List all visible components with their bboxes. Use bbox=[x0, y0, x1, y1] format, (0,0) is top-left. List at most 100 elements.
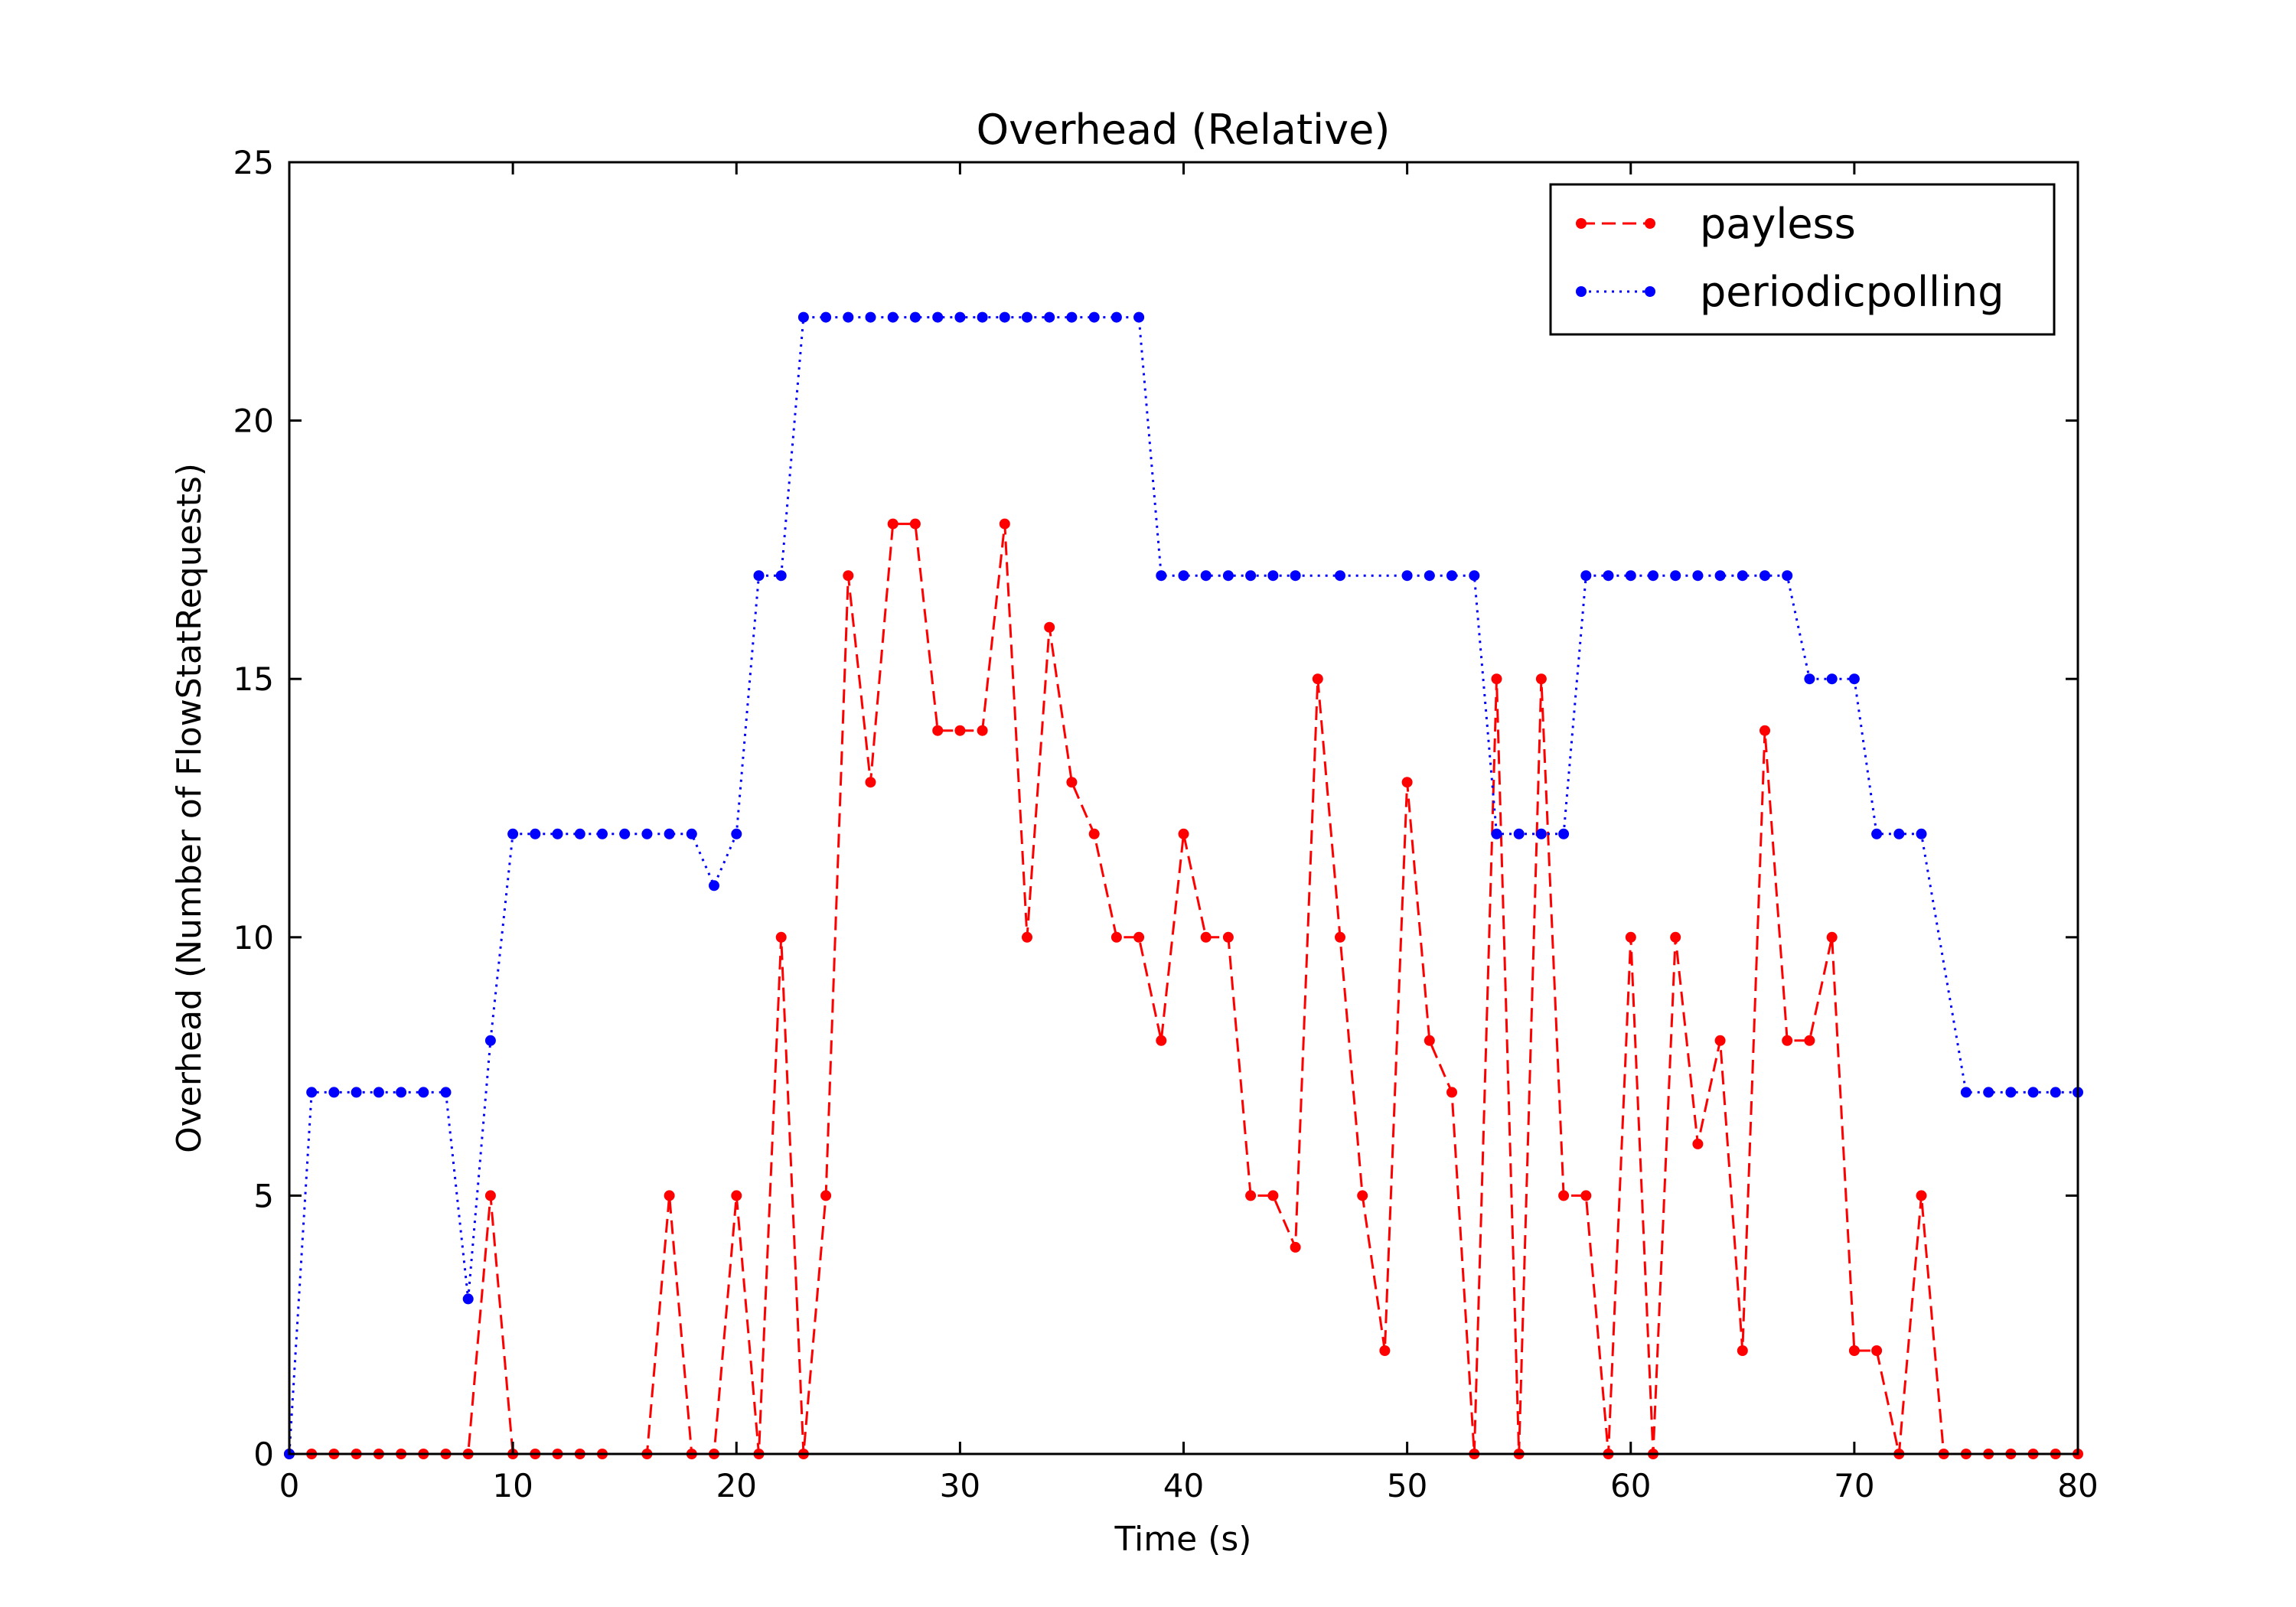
data-point-periodicpolling bbox=[1893, 828, 1905, 839]
y-tick-label: 5 bbox=[253, 1177, 274, 1214]
data-point-payless bbox=[909, 518, 921, 530]
legend-marker-payless bbox=[1645, 218, 1655, 229]
legend-label-payless: payless bbox=[1700, 200, 1856, 248]
data-point-payless bbox=[1670, 931, 1681, 943]
legend-marker-periodicpolling bbox=[1645, 286, 1655, 297]
data-point-payless bbox=[1491, 673, 1502, 685]
data-point-periodicpolling bbox=[2050, 1087, 2061, 1098]
data-point-periodicpolling bbox=[1983, 1087, 1994, 1098]
data-point-periodicpolling bbox=[1267, 570, 1279, 582]
x-tick-label: 40 bbox=[1163, 1467, 1204, 1504]
data-point-payless bbox=[1022, 931, 1032, 943]
data-point-periodicpolling bbox=[597, 828, 608, 839]
data-point-payless bbox=[1871, 1345, 1883, 1356]
data-point-payless bbox=[1692, 1138, 1704, 1149]
data-point-periodicpolling bbox=[865, 311, 876, 323]
data-point-payless bbox=[1782, 1035, 1793, 1046]
data-point-payless bbox=[1200, 931, 1212, 943]
data-point-payless bbox=[1178, 828, 1189, 839]
data-point-periodicpolling bbox=[1603, 570, 1614, 582]
data-point-periodicpolling bbox=[1826, 673, 1838, 685]
data-point-periodicpolling bbox=[887, 311, 899, 323]
data-point-payless bbox=[1133, 931, 1145, 943]
data-point-periodicpolling bbox=[418, 1087, 429, 1098]
data-point-periodicpolling bbox=[328, 1087, 340, 1098]
data-point-periodicpolling bbox=[1133, 311, 1145, 323]
data-point-payless bbox=[1737, 1345, 1748, 1356]
data-point-periodicpolling bbox=[440, 1087, 452, 1098]
y-axis: 0 5 10 15 20 25 bbox=[233, 144, 2078, 1473]
data-point-periodicpolling bbox=[1625, 570, 1636, 582]
x-tick-label: 0 bbox=[279, 1467, 300, 1504]
data-point-periodicpolling bbox=[709, 880, 719, 892]
data-point-payless bbox=[664, 1190, 675, 1201]
x-tick-label: 10 bbox=[492, 1467, 533, 1504]
legend-label-periodicpolling: periodicpolling bbox=[1700, 268, 2004, 316]
x-tick-label: 30 bbox=[940, 1467, 980, 1504]
data-point-periodicpolling bbox=[1714, 570, 1726, 582]
data-point-periodicpolling bbox=[1335, 570, 1345, 582]
x-axis-label: Time (s) bbox=[1114, 1520, 1252, 1559]
data-point-periodicpolling bbox=[932, 311, 944, 323]
data-point-payless bbox=[1222, 931, 1234, 943]
data-point-periodicpolling bbox=[1178, 570, 1189, 582]
data-point-periodicpolling bbox=[373, 1087, 384, 1098]
data-point-periodicpolling bbox=[619, 828, 631, 839]
data-point-periodicpolling bbox=[306, 1087, 318, 1098]
data-point-periodicpolling bbox=[1446, 570, 1457, 582]
data-point-periodicpolling bbox=[462, 1293, 474, 1305]
data-point-periodicpolling bbox=[1580, 570, 1592, 582]
data-point-periodicpolling bbox=[999, 311, 1010, 323]
data-point-periodicpolling bbox=[1558, 828, 1570, 839]
data-point-periodicpolling bbox=[753, 570, 765, 582]
plot-area bbox=[289, 162, 2078, 1454]
data-point-payless bbox=[1848, 1345, 1860, 1356]
data-point-payless bbox=[1580, 1190, 1592, 1201]
data-point-payless bbox=[1379, 1345, 1391, 1356]
data-point-payless bbox=[1804, 1035, 1815, 1046]
data-point-payless bbox=[932, 725, 944, 736]
data-point-periodicpolling bbox=[1088, 311, 1100, 323]
data-point-periodicpolling bbox=[664, 828, 675, 839]
data-point-payless bbox=[1558, 1190, 1570, 1201]
data-point-payless bbox=[1290, 1241, 1301, 1253]
data-point-payless bbox=[484, 1190, 496, 1201]
data-point-periodicpolling bbox=[775, 570, 787, 582]
data-point-payless bbox=[1110, 931, 1122, 943]
x-tick-label: 70 bbox=[1834, 1467, 1874, 1504]
data-point-periodicpolling bbox=[1290, 570, 1301, 582]
data-point-payless bbox=[1760, 725, 1770, 736]
data-point-payless bbox=[775, 931, 787, 943]
data-point-periodicpolling bbox=[1760, 570, 1770, 582]
legend: payless periodicpolling bbox=[1549, 183, 2056, 336]
data-point-periodicpolling bbox=[641, 828, 653, 839]
data-point-payless bbox=[977, 725, 988, 736]
data-point-payless bbox=[1714, 1035, 1726, 1046]
data-point-payless bbox=[999, 518, 1010, 530]
data-point-payless bbox=[1267, 1190, 1279, 1201]
data-point-payless bbox=[1335, 931, 1345, 943]
data-point-payless bbox=[1625, 931, 1636, 943]
data-point-periodicpolling bbox=[1424, 570, 1435, 582]
series-periodicpolling bbox=[284, 311, 2083, 1459]
data-point-periodicpolling bbox=[1245, 570, 1257, 582]
data-point-payless bbox=[954, 725, 966, 736]
data-point-payless bbox=[843, 570, 854, 582]
legend-box bbox=[1549, 183, 2056, 336]
data-point-periodicpolling bbox=[820, 311, 832, 323]
data-point-periodicpolling bbox=[2005, 1087, 2017, 1098]
data-point-payless bbox=[1535, 673, 1547, 685]
data-point-payless bbox=[1424, 1035, 1435, 1046]
y-axis-label: Overhead (Number of FlowStatRequests) bbox=[170, 463, 209, 1153]
data-point-periodicpolling bbox=[1648, 570, 1658, 582]
x-tick-label: 20 bbox=[716, 1467, 757, 1504]
data-point-periodicpolling bbox=[552, 828, 563, 839]
data-point-payless bbox=[1156, 1035, 1167, 1046]
data-point-periodicpolling bbox=[909, 311, 921, 323]
y-tick-label: 10 bbox=[233, 919, 274, 957]
data-point-periodicpolling bbox=[1491, 828, 1502, 839]
data-point-periodicpolling bbox=[351, 1087, 362, 1098]
legend-marker-payless bbox=[1576, 218, 1587, 229]
data-point-periodicpolling bbox=[1692, 570, 1704, 582]
data-point-periodicpolling bbox=[954, 311, 966, 323]
